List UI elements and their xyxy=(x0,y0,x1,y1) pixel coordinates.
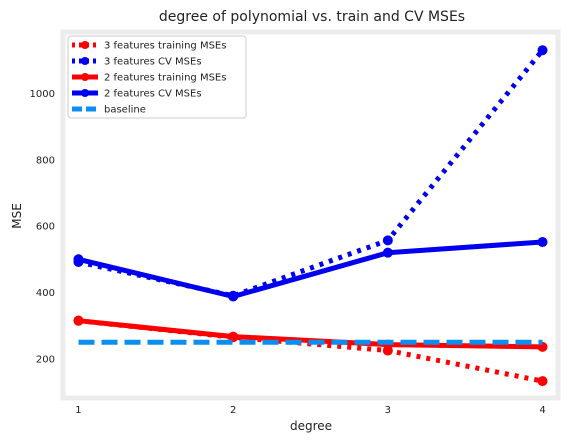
y-tick-label: 400 xyxy=(36,288,55,299)
x-axis-label: degree xyxy=(290,419,332,433)
data-point xyxy=(382,235,393,246)
y-tick-label: 800 xyxy=(36,155,55,166)
x-axis-ticks: 1 2 3 4 xyxy=(75,405,545,416)
x-tick-label: 4 xyxy=(539,405,545,416)
data-point xyxy=(537,376,548,387)
legend-marker xyxy=(81,89,89,97)
y-axis-label: MSE xyxy=(10,203,24,229)
series-layer xyxy=(73,45,548,387)
legend-label: 3 features training MSEs xyxy=(104,41,226,52)
legend-marker xyxy=(81,73,89,81)
x-tick-label: 1 xyxy=(75,405,81,416)
legend-marker xyxy=(81,57,89,65)
y-tick-label: 200 xyxy=(36,354,55,365)
series-line xyxy=(77,48,545,299)
data-point xyxy=(537,45,548,56)
chart-title: degree of polynomial vs. train and CV MS… xyxy=(159,9,465,25)
legend: 3 features training MSEs 3 features CV MS… xyxy=(67,35,247,119)
y-tick-label: 600 xyxy=(36,222,55,233)
series-2-features-cv-mses xyxy=(73,237,548,302)
legend-label: 3 features CV MSEs xyxy=(104,57,202,68)
data-point xyxy=(228,331,239,342)
legend-label: baseline xyxy=(104,105,146,116)
data-point xyxy=(73,254,84,265)
data-point xyxy=(537,237,548,248)
data-point xyxy=(228,291,239,302)
x-tick-label: 2 xyxy=(230,405,236,416)
data-point xyxy=(73,315,84,326)
x-tick-label: 3 xyxy=(385,405,391,416)
legend-marker xyxy=(81,41,89,49)
series-line xyxy=(77,239,543,299)
legend-box xyxy=(67,35,247,119)
data-point xyxy=(382,247,393,258)
y-axis-ticks: 200 400 600 800 1000 xyxy=(30,89,55,365)
plot-frame xyxy=(60,29,561,401)
legend-label: 2 features training MSEs xyxy=(104,73,226,84)
legend-label: 2 features CV MSEs xyxy=(104,89,202,100)
y-tick-label: 1000 xyxy=(30,89,55,100)
